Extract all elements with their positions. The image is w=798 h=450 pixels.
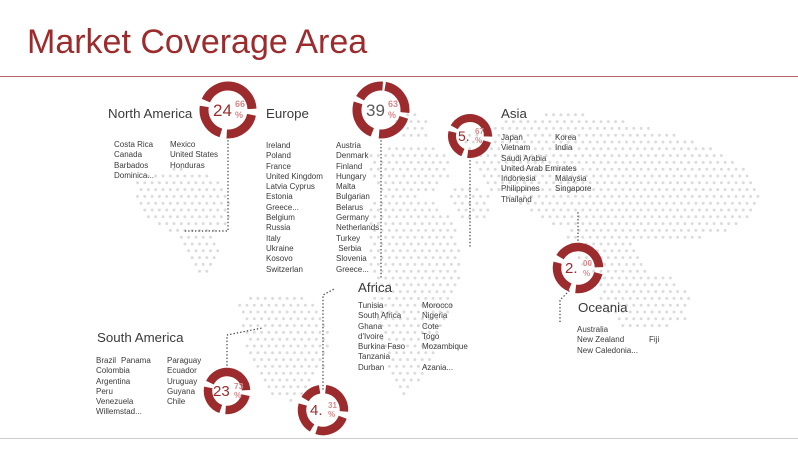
svg-text:%: % (583, 269, 590, 278)
svg-text:5.: 5. (458, 128, 470, 144)
svg-text:23: 23 (213, 383, 230, 400)
svg-text:00: 00 (583, 259, 592, 268)
svg-text:%: % (328, 410, 335, 419)
svg-text:67: 67 (475, 127, 484, 136)
svg-text:%: % (388, 110, 396, 120)
svg-text:2.: 2. (565, 260, 578, 277)
svg-text:%: % (475, 136, 482, 145)
svg-text:66: 66 (235, 99, 245, 109)
svg-text:24: 24 (213, 101, 232, 120)
svg-text:63: 63 (388, 99, 398, 109)
svg-text:31: 31 (328, 401, 337, 410)
svg-text:%: % (234, 390, 242, 400)
svg-text:%: % (235, 110, 243, 120)
svg-text:39: 39 (366, 101, 385, 120)
svg-text:4.: 4. (310, 402, 323, 419)
